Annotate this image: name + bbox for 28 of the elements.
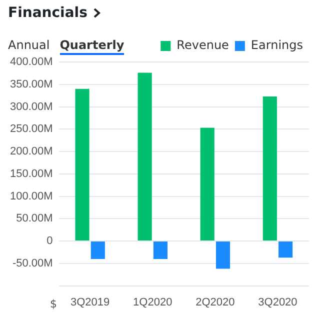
bar [153,242,168,259]
bar [75,88,90,241]
y-tick-label: 400.00M [10,56,53,68]
y-tick-label: 0 [46,235,53,248]
y-tick-label: 50.00M [16,212,53,225]
bar [262,96,277,241]
y-tick-label: 300.00M [10,100,53,113]
bar [216,242,230,269]
y-tick-label: 250.00M [10,123,53,136]
x-tick-label: 1Q2020 [133,296,172,308]
bar [200,128,214,241]
y-tick-label: 350.00M [10,78,53,90]
y-tick-label: -50.00M [12,257,53,270]
legend-label: Revenue [176,38,229,52]
y-tick-label: 100.00M [10,190,53,202]
text: Annual [8,38,50,54]
x-tick-label: 2Q2020 [196,296,235,308]
x-tick-label: 3Q2020 [258,296,298,308]
text: $ [50,297,57,310]
x-tick-label: 3Q2019 [70,296,110,308]
y-tick-label: 200.00M [10,146,53,158]
bar [278,242,293,258]
chart-title: Financials [8,5,88,21]
y-tick-label: 150.00M [10,168,53,180]
bar [138,72,152,241]
legend-label: Earnings [250,38,304,52]
text: Quarterly [60,38,124,55]
bar [90,242,105,259]
